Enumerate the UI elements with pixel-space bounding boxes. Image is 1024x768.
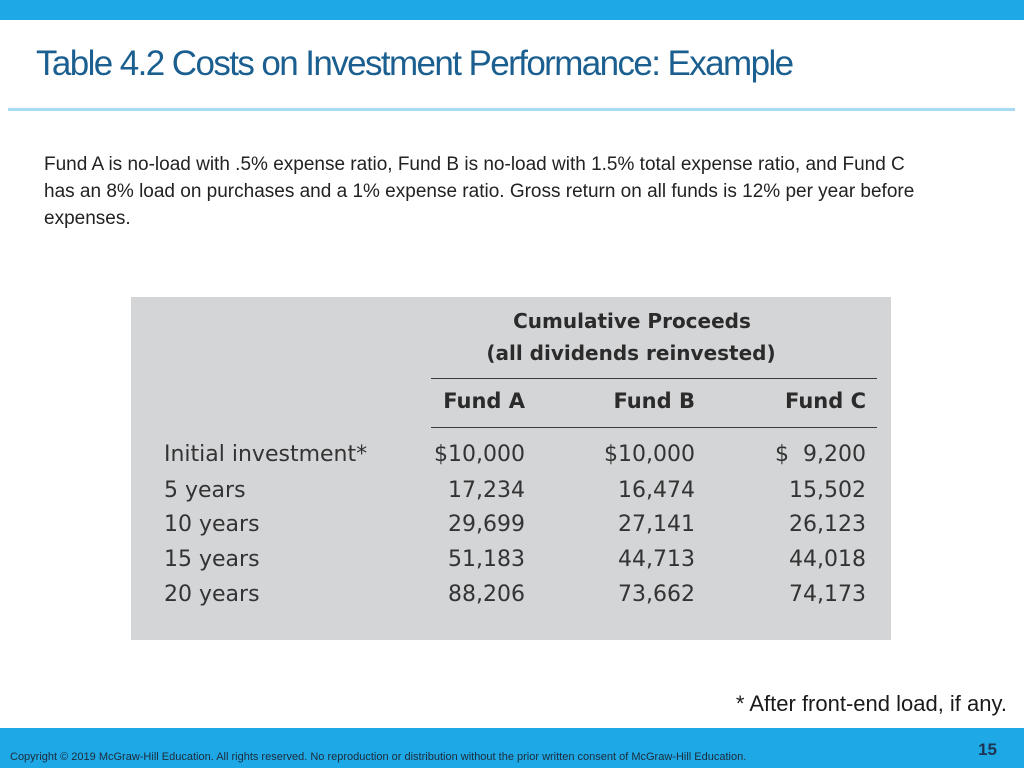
table-cell: 44,018 (789, 547, 866, 572)
table-cell: 73,662 (618, 582, 695, 607)
table-header-rule-top (431, 378, 877, 379)
page-number: 15 (978, 740, 997, 759)
table-cell: $10,000 (434, 442, 525, 467)
table-cell: 51,183 (448, 547, 525, 572)
table-header-rule-bottom (431, 427, 877, 428)
table-cell: 26,123 (789, 512, 866, 537)
row-label-15-years: 15 years (164, 547, 260, 572)
table-cell: 17,234 (448, 478, 525, 503)
row-label-initial-investment: Initial investment* (164, 442, 368, 467)
row-label-5-years: 5 years (164, 478, 246, 503)
table-cell: 74,173 (789, 582, 866, 607)
title-divider (8, 108, 1015, 111)
column-header-fund-a: Fund A (443, 389, 525, 413)
top-accent-bar (0, 0, 1024, 20)
row-label-10-years: 10 years (164, 512, 260, 537)
intro-paragraph: Fund A is no-load with .5% expense ratio… (44, 154, 915, 229)
footnote: * After front-end load, if any. (735, 691, 1007, 716)
column-header-fund-b: Fund B (613, 389, 695, 413)
table-cell: $ 9,200 (775, 442, 866, 467)
footer-bar: Copyright © 2019 McGraw-Hill Education. … (0, 728, 1024, 768)
table-cell: 29,699 (448, 512, 525, 537)
table-cell: 16,474 (618, 478, 695, 503)
column-header-fund-c: Fund C (785, 389, 866, 413)
cumulative-proceeds-table: Cumulative Proceeds (all dividends reinv… (131, 297, 891, 640)
slide-title: Table 4.2 Costs on Investment Performanc… (36, 44, 794, 83)
table-cell: 44,713 (618, 547, 695, 572)
table-cell: $10,000 (604, 442, 695, 467)
row-label-20-years: 20 years (164, 582, 260, 607)
table-subtitle: (all dividends reinvested) (486, 341, 776, 365)
copyright-notice: Copyright © 2019 McGraw-Hill Education. … (10, 751, 747, 763)
table-cell: 27,141 (618, 512, 695, 537)
table-title: Cumulative Proceeds (513, 309, 751, 333)
table-cell: 88,206 (448, 582, 525, 607)
table-cell: 15,502 (789, 478, 866, 503)
